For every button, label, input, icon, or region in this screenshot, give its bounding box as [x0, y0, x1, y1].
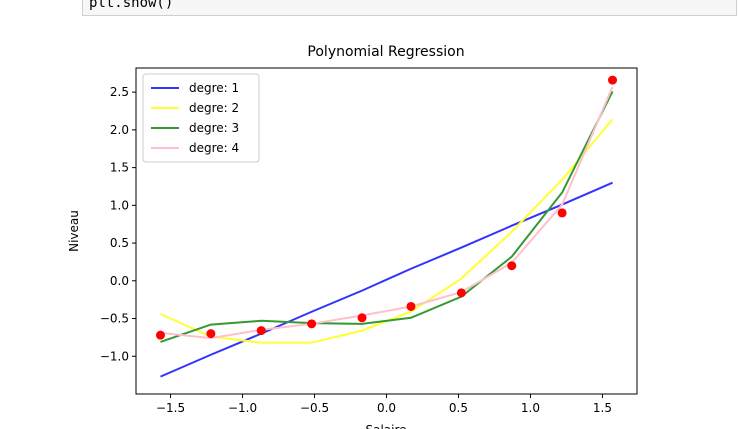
- scatter-point: [256, 326, 266, 336]
- y-tick-label: 0.5: [110, 236, 129, 250]
- x-tick-label: 1.5: [593, 401, 612, 415]
- series-line: [160, 181, 613, 378]
- y-tick-label: 0.0: [110, 274, 129, 288]
- scatter-point: [155, 330, 165, 340]
- y-tick-label: 1.5: [110, 161, 129, 175]
- scatter-point: [557, 208, 567, 218]
- y-tick-label: 2.0: [110, 123, 129, 137]
- x-tick-label: 0.0: [377, 401, 396, 415]
- legend-label: degre: 1: [189, 81, 239, 95]
- x-axis-label: Salaire: [365, 423, 406, 429]
- scatter-point: [406, 301, 416, 311]
- legend-label: degre: 3: [189, 121, 239, 135]
- scatter-point: [507, 261, 517, 271]
- scatter-point: [357, 313, 367, 323]
- series-line: [160, 90, 614, 343]
- plot-frame: [135, 67, 638, 395]
- code-cell: plt.show(): [82, 0, 737, 16]
- y-axis-label: Niveau: [67, 210, 81, 252]
- y-tick-label: 2.5: [110, 85, 129, 99]
- chart-title: Polynomial Regression: [307, 44, 464, 60]
- x-tick-label: −1.5: [156, 401, 185, 415]
- x-tick-label: 0.5: [449, 401, 468, 415]
- series-line: [160, 86, 614, 340]
- scatter-point: [456, 288, 466, 298]
- legend-label: degre: 2: [189, 101, 239, 115]
- x-tick-label: −1.0: [228, 401, 257, 415]
- y-tick-label: −1.0: [100, 349, 129, 363]
- x-tick-label: 1.0: [521, 401, 540, 415]
- scatter-point: [608, 75, 618, 85]
- legend-label: degre: 4: [189, 141, 239, 155]
- legend-box: [142, 73, 260, 163]
- scatter-point: [206, 329, 216, 339]
- y-tick-label: 1.0: [110, 198, 129, 212]
- y-tick-label: −0.5: [100, 312, 129, 326]
- scatter-point: [307, 319, 317, 329]
- x-tick-label: −0.5: [300, 401, 329, 415]
